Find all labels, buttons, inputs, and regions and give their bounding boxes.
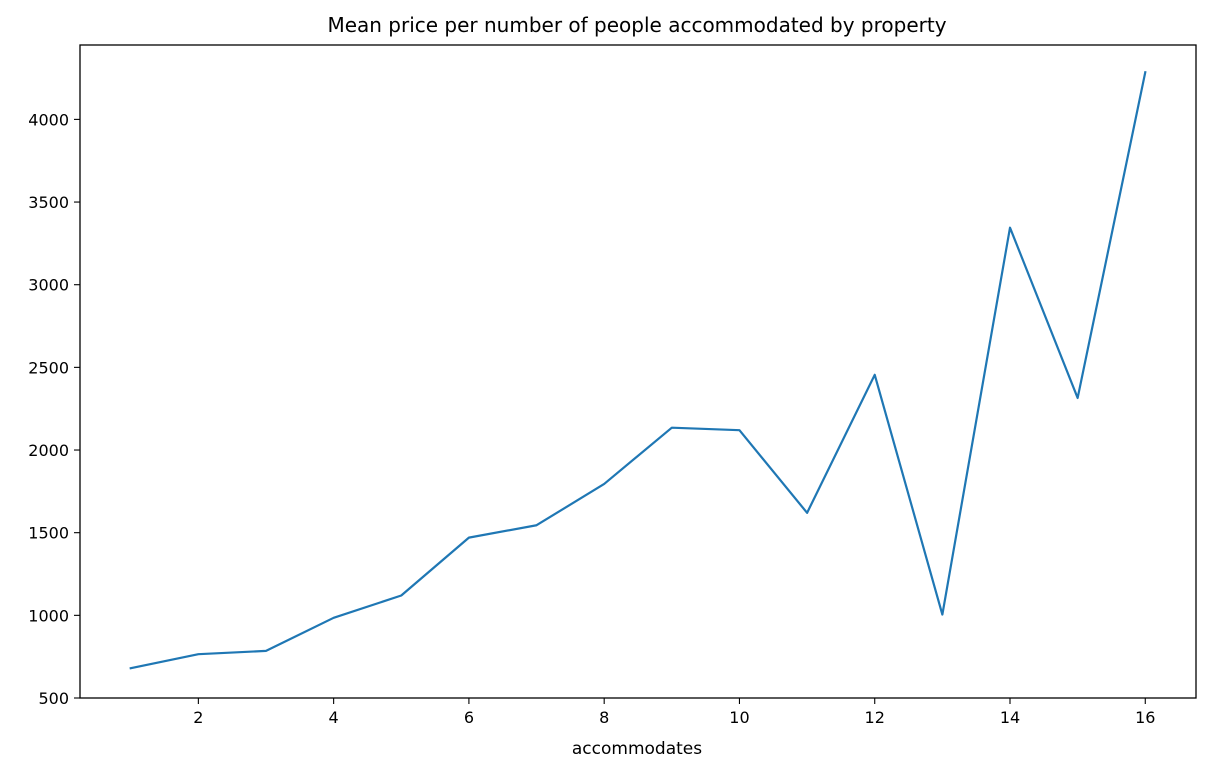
x-tick-label: 4 — [329, 708, 339, 727]
y-tick-label: 2500 — [28, 358, 69, 377]
y-tick-label: 1500 — [28, 524, 69, 543]
x-tick-label: 12 — [865, 708, 885, 727]
x-tick-label: 8 — [599, 708, 609, 727]
plot-area — [129, 70, 1147, 670]
y-tick-label: 3000 — [28, 276, 69, 295]
x-axis: 2 4 6 8 10 12 14 16 — [193, 698, 1155, 727]
y-tick-label: 3500 — [28, 193, 69, 212]
y-tick-label: 500 — [38, 689, 69, 708]
x-tick-label: 16 — [1135, 708, 1155, 727]
y-tick-label: 4000 — [28, 110, 69, 129]
y-tick-label: 2000 — [28, 441, 69, 460]
x-tick-label: 6 — [464, 708, 474, 727]
plot-frame — [79, 44, 1197, 699]
series-line — [129, 70, 1147, 670]
x-tick-label: 2 — [193, 708, 203, 727]
chart-title: Mean price per number of people accommod… — [327, 13, 946, 37]
x-axis-title: accommodates — [572, 739, 702, 759]
x-tick-label: 10 — [729, 708, 749, 727]
y-tick-label: 1000 — [28, 606, 69, 625]
x-tick-label: 14 — [1000, 708, 1020, 727]
y-axis: 500 1000 1500 2000 2500 3000 3500 4000 — [28, 110, 80, 708]
